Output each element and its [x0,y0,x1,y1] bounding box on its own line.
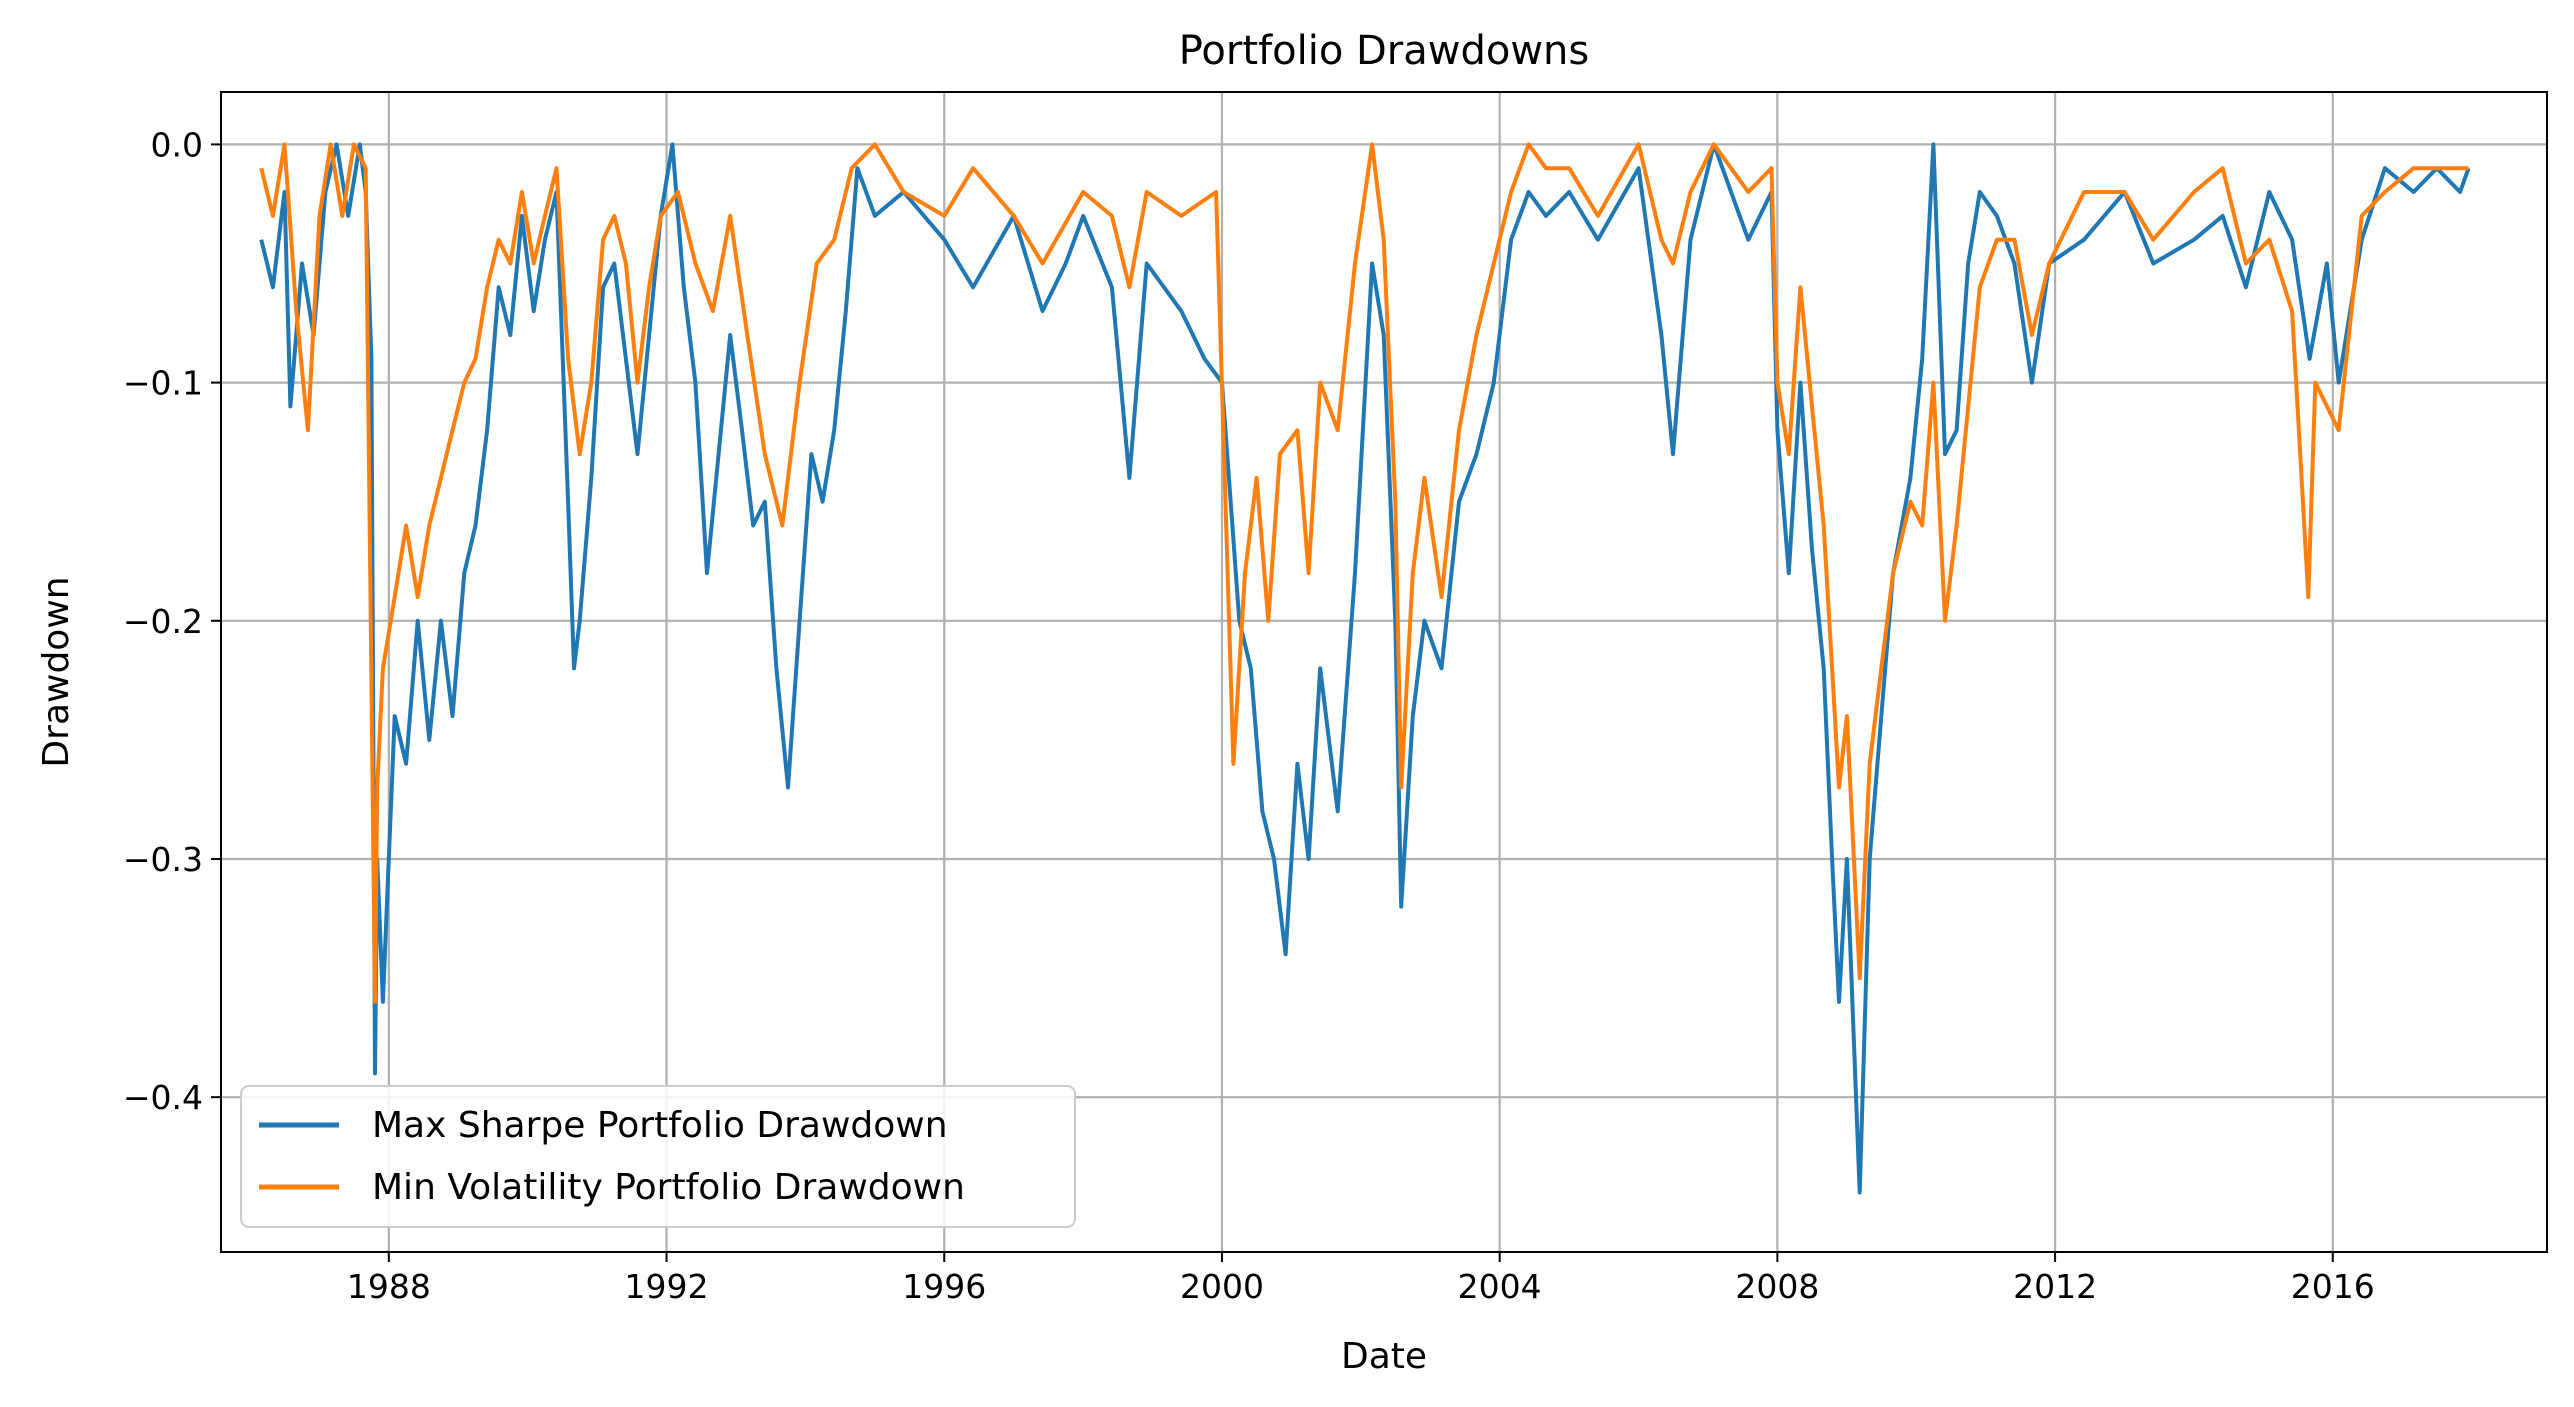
x-tick-label: 2008 [1735,1267,1819,1306]
plot-area [259,142,2471,1195]
axis-ticks: 1988 1992 1996 2000 2004 2008 2012 2016 0.0 −0.1 −… [123,125,2375,1306]
y-tick-label: −0.2 [123,602,203,641]
chart-title: Portfolio Drawdowns [1179,28,1590,74]
x-tick-label: 1988 [347,1267,431,1306]
legend: Max Sharpe Portfolio Drawdown Min Volati… [240,1085,1076,1228]
plot-frame [220,91,2548,1253]
y-tick-label: 0.0 [151,125,203,164]
x-tick-label: 1992 [625,1267,709,1306]
y-axis-title: Drawdown [36,576,77,767]
legend-box [240,1085,1076,1228]
x-tick-label: 2016 [2291,1267,2375,1306]
legend-label-min-volatility: Min Volatility Portfolio Drawdown [372,1167,965,1208]
x-axis-title: Date [1341,1336,1427,1377]
x-tick-label: 2004 [1458,1267,1542,1306]
series-line-min-volatility [259,142,2469,1004]
legend-label-max-sharpe: Max Sharpe Portfolio Drawdown [372,1105,948,1146]
x-tick-label: 2012 [2013,1267,2097,1306]
x-tick-label: 2000 [1180,1267,1264,1306]
x-tick-label: 1996 [902,1267,986,1306]
y-tick-label: −0.4 [123,1078,203,1117]
y-tick-label: −0.1 [123,364,203,403]
y-tick-label: −0.3 [123,840,203,879]
series-line-max-sharpe [259,142,2471,1195]
series-lines [259,142,2471,1195]
